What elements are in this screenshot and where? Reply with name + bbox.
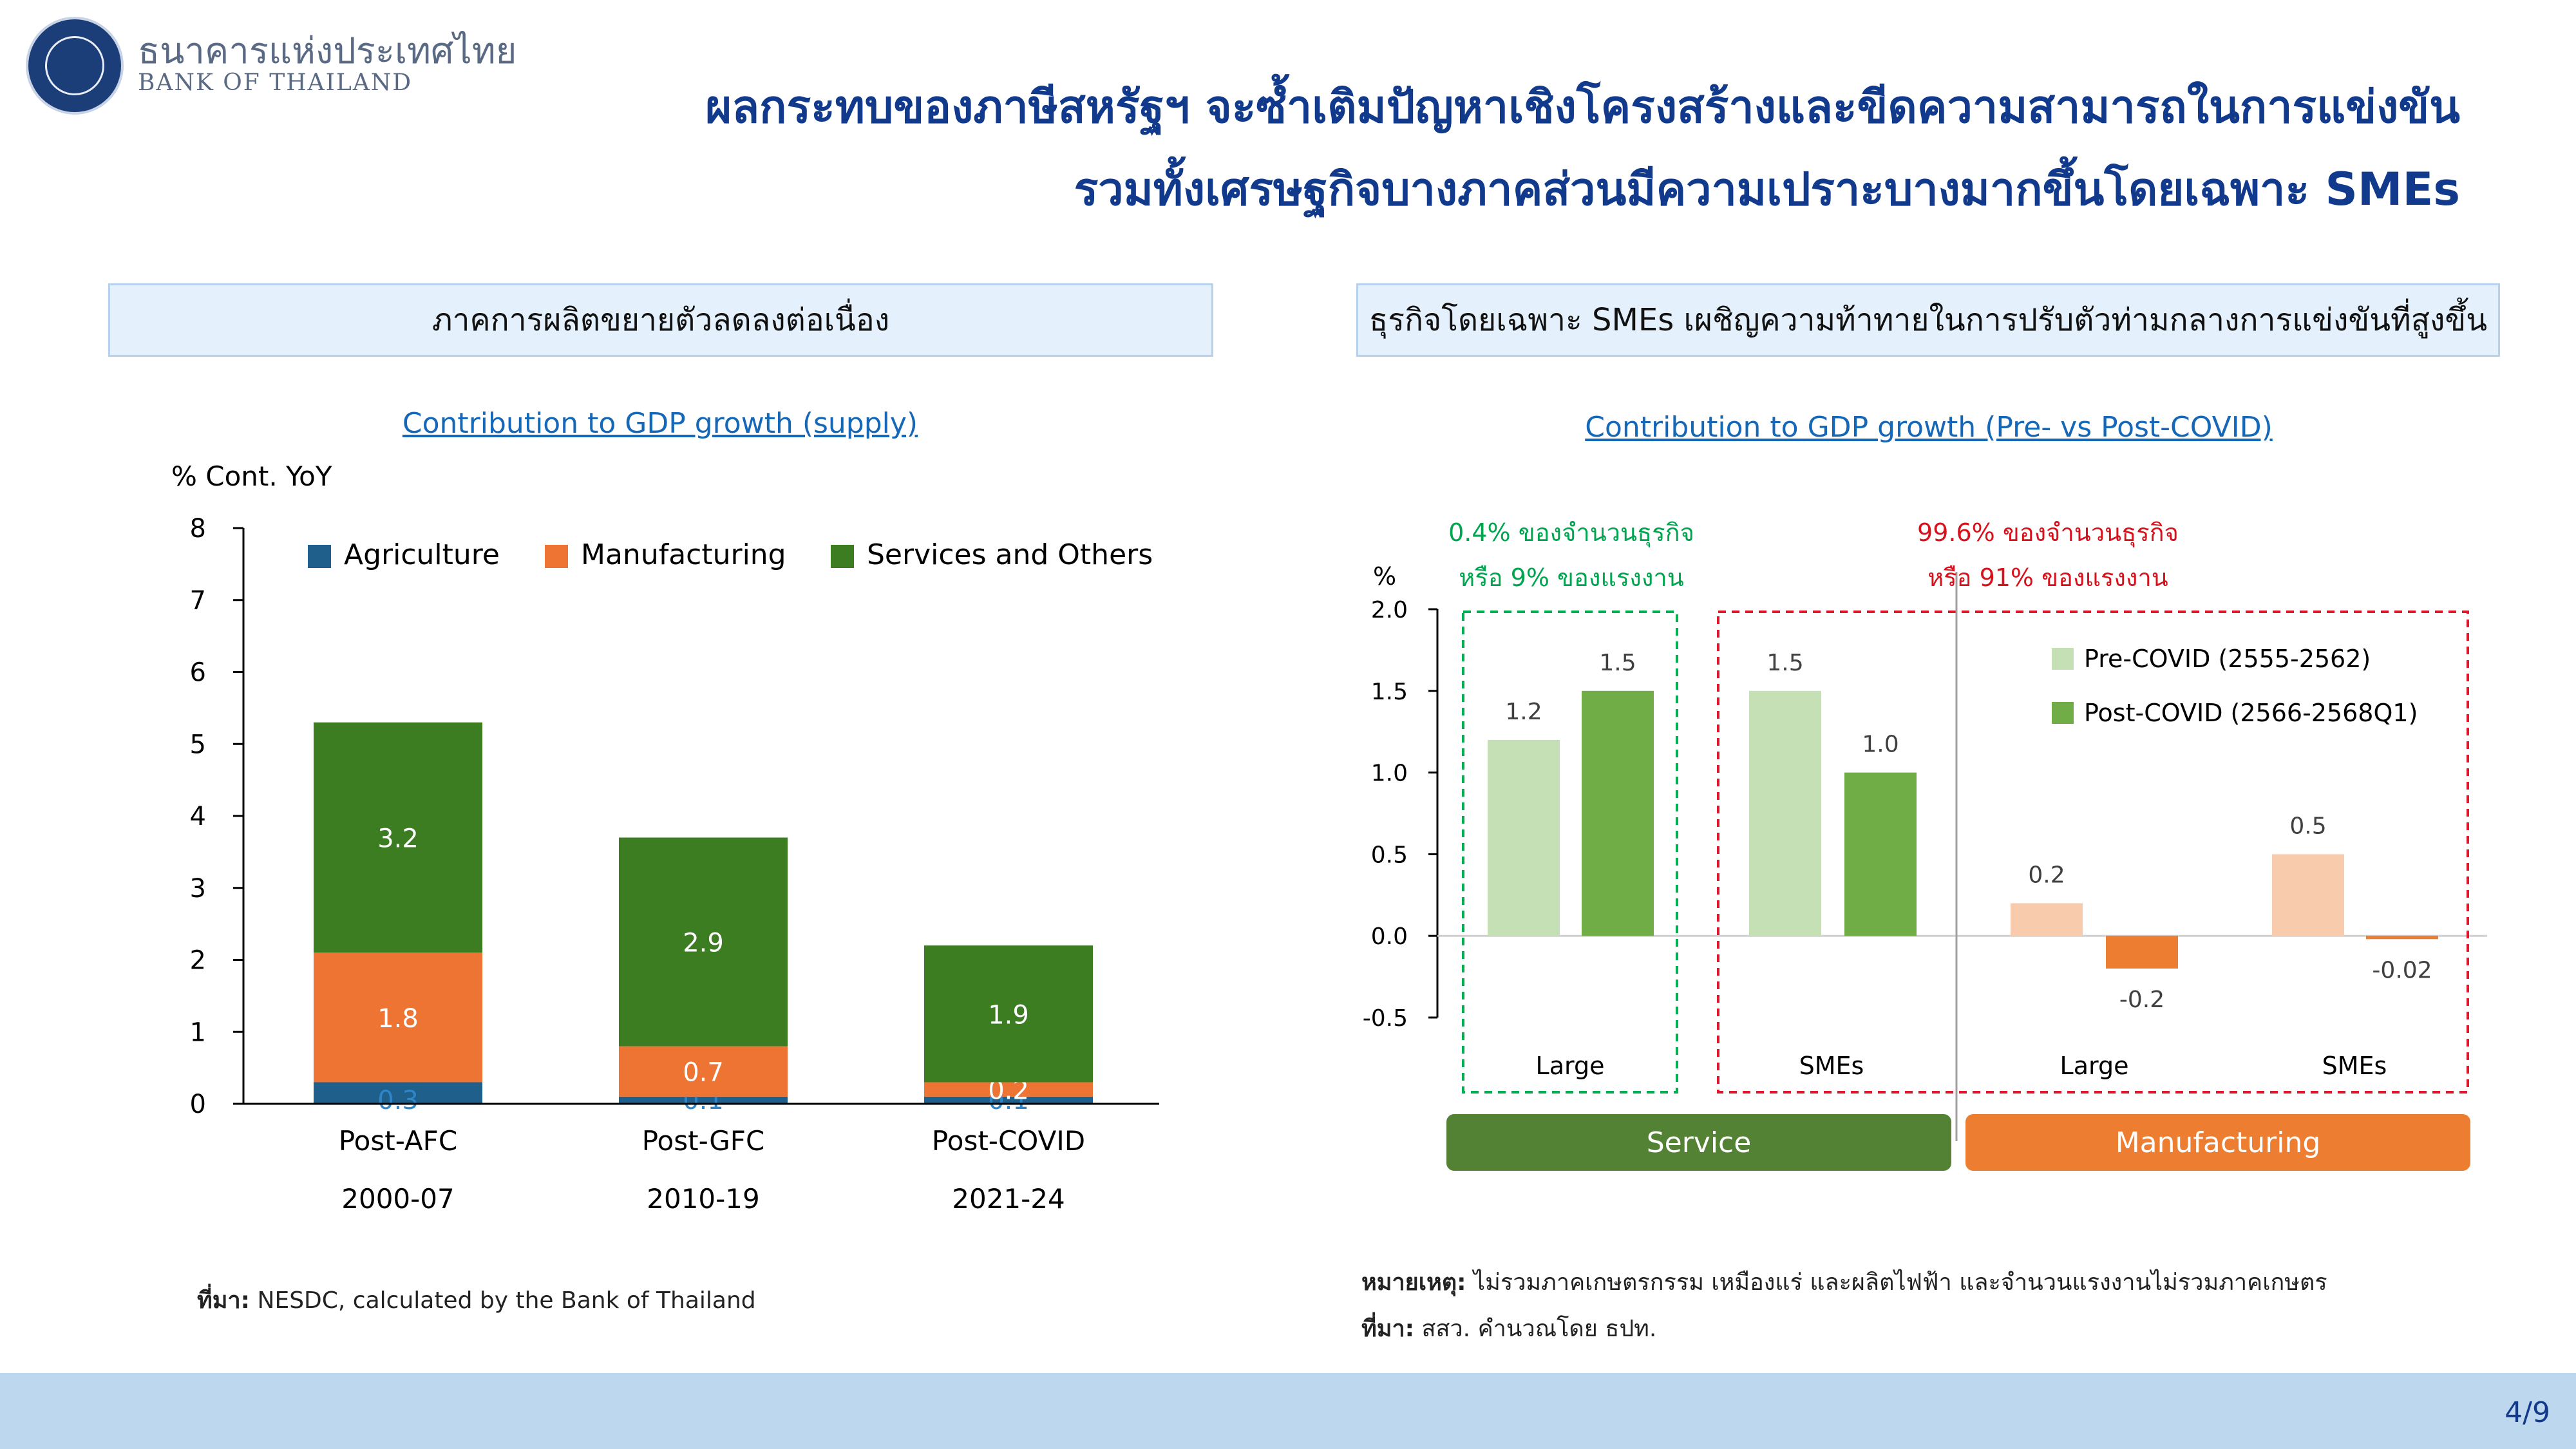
bar-data-label: 1.8 (377, 1004, 419, 1034)
legend-label: Post-COVID (2566-2568Q1) (2084, 699, 2418, 727)
bar-segment-services-and-others (314, 722, 482, 953)
y-tick-label: 0.0 (1371, 923, 1408, 950)
x-category-label: Post-COVID (932, 1125, 1085, 1157)
x-category-label: SMEs (1799, 1052, 1864, 1080)
y-tick-label: -0.5 (1363, 1005, 1408, 1032)
y-tick-label: 2.0 (1371, 597, 1408, 623)
bar-data-label: 2.9 (683, 929, 724, 958)
y-tick-label: 1.5 (1371, 679, 1408, 705)
left-source-label: ที่มา: (197, 1287, 251, 1314)
x-category-label: SMEs (2322, 1052, 2387, 1080)
right-source-text: สสว. คำนวณโดย ธปท. (1414, 1316, 1657, 1342)
y-tick-label: 4 (190, 802, 206, 831)
manufacturing-category-button[interactable]: Manufacturing (1965, 1114, 2470, 1171)
bar-pre-covid (1488, 739, 1560, 936)
bar-data-label: 0.7 (683, 1058, 724, 1088)
logo-english-name: BANK OF THAILAND (138, 70, 413, 96)
bar-data-label: 1.0 (1862, 732, 1899, 758)
legend-label: Services and Others (867, 538, 1153, 571)
y-tick-label: 0 (190, 1090, 206, 1119)
bar-data-label: -0.2 (2119, 987, 2164, 1013)
y-tick-label: 5 (190, 730, 206, 759)
right-note: หมายเหตุ: ไม่รวมภาคเกษตรกรรม เหมืองแร่ แ… (1361, 1264, 2327, 1300)
bar-data-label: 0.2 (2028, 862, 2065, 888)
bar-data-label: 3.2 (377, 824, 419, 854)
left-panel-heading: ภาคการผลิตขยายตัวลดลงต่อเนื่อง (108, 283, 1213, 357)
y-tick-label: 2 (190, 946, 206, 976)
page-title-line1: ผลกระทบของภาษีสหรัฐฯ จะซ้ำเติมปัญหาเชิงโ… (705, 80, 2460, 133)
large-firms-frame (1462, 611, 1678, 1094)
bar-data-label: 1.9 (988, 1000, 1029, 1030)
sme-note-line2: หรือ 91% ของแรงงาน (1927, 564, 2168, 592)
bot-logo-icon (26, 17, 124, 115)
legend-label: Pre-COVID (2555-2562) (2084, 645, 2371, 673)
bar-data-label: 1.5 (1766, 650, 1803, 676)
bar-data-label: -0.02 (2372, 957, 2432, 983)
legend-swatch (2052, 648, 2074, 670)
bar-post-covid (1844, 772, 1917, 936)
right-source-label: ที่มา: (1361, 1316, 1415, 1342)
bar-segment-agriculture (314, 1082, 482, 1104)
x-category-sublabel: 2021-24 (952, 1183, 1065, 1215)
bar-segment-manufacturing (924, 1082, 1093, 1097)
y-tick-label: 1 (190, 1018, 206, 1047)
y-tick-label: 3 (190, 874, 206, 904)
legend-swatch (308, 545, 331, 568)
y-tick-label: 7 (190, 586, 206, 616)
bar-post-covid (1582, 690, 1654, 936)
legend-label: Agriculture (344, 538, 500, 571)
x-category-sublabel: 2010-19 (647, 1183, 760, 1215)
bar-segment-manufacturing (314, 952, 482, 1083)
sme-frame (1717, 611, 2469, 1094)
x-category-label: Post-GFC (642, 1125, 765, 1157)
bar-data-label: 0.5 (2289, 813, 2326, 839)
y-axis-title: % (1373, 562, 1396, 591)
bar-segment-manufacturing (619, 1046, 788, 1097)
x-category-sublabel: 2000-07 (341, 1183, 455, 1215)
bar-segment-agriculture (619, 1096, 788, 1104)
right-panel-heading: ธุรกิจโดยเฉพาะ SMEs เผชิญความท้าทายในการ… (1356, 283, 2500, 357)
left-source-text: NESDC, calculated by the Bank of Thailan… (250, 1287, 756, 1314)
left-source: ที่มา: NESDC, calculated by the Bank of … (197, 1282, 756, 1318)
bar-post-covid (2106, 936, 2178, 969)
bar-segment-agriculture (924, 1096, 1093, 1104)
large-firms-note-line1: 0.4% ของจำนวนธุรกิจ (1448, 518, 1694, 547)
large-firms-note-line2: หรือ 9% ของแรงงาน (1459, 564, 1684, 592)
x-category-label: Post-AFC (339, 1125, 457, 1157)
x-category-label: Large (1536, 1052, 1605, 1080)
y-axis-title: % Cont. YoY (171, 460, 332, 492)
legend-swatch (545, 545, 568, 568)
bar-data-label: 1.2 (1505, 699, 1542, 725)
bar-segment-services-and-others (924, 945, 1093, 1083)
bar-post-covid (2366, 936, 2438, 940)
bar-data-label: 1.5 (1599, 650, 1636, 676)
y-tick-label: 6 (190, 658, 206, 688)
bar-pre-covid (2272, 854, 2344, 936)
bar-data-label: 0.3 (377, 1086, 419, 1115)
right-note-text: ไม่รวมภาคเกษตรกรรม เหมืองแร่ และผลิตไฟฟ้… (1466, 1269, 2327, 1296)
right-chart-title[interactable]: Contribution to GDP growth (Pre- vs Post… (1585, 411, 2273, 444)
right-note-label: หมายเหตุ: (1361, 1269, 1466, 1296)
logo-thai-name: ธนาคารแห่งประเทศไทย (138, 30, 517, 72)
bar-segment-services-and-others (619, 837, 788, 1046)
y-tick-label: 8 (190, 514, 206, 544)
service-category-button[interactable]: Service (1446, 1114, 1951, 1171)
y-tick-label: 1.0 (1371, 761, 1408, 787)
legend-swatch (2052, 702, 2074, 724)
bar-pre-covid (2011, 903, 2083, 936)
x-category-label: Large (2060, 1052, 2129, 1080)
left-chart-title[interactable]: Contribution to GDP growth (supply) (402, 407, 918, 440)
legend-label: Manufacturing (581, 538, 786, 571)
legend-swatch (831, 545, 854, 568)
page-number: 4/9 (2505, 1396, 2550, 1429)
sme-note-line1: 99.6% ของจำนวนธุรกิจ (1917, 518, 2179, 547)
bar-pre-covid (1749, 690, 1821, 936)
page-title-line2: รวมทั้งเศรษฐกิจบางภาคส่วนมีความเปราะบางม… (1074, 163, 2460, 216)
y-tick-label: 0.5 (1371, 842, 1408, 868)
right-source: ที่มา: สสว. คำนวณโดย ธปท. (1361, 1310, 1656, 1347)
footer-bar (0, 1373, 2576, 1449)
